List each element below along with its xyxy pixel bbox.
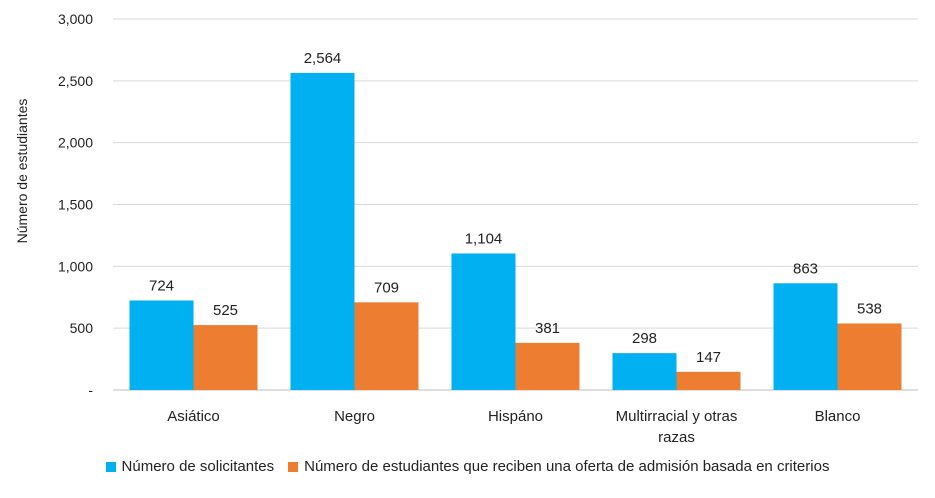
y-tick-label: -	[88, 382, 93, 398]
bars	[129, 72, 902, 390]
legend-item-offers: Número de estudiantes que reciben una of…	[288, 458, 829, 475]
data-label: 298	[632, 330, 657, 347]
category-label: razas	[658, 429, 695, 446]
legend: Número de solicitantes Número de estudia…	[0, 458, 935, 475]
y-axis-label: Número de estudiantes	[14, 99, 30, 244]
category-label: Negro	[334, 408, 375, 425]
category-label: Blanco	[815, 408, 861, 425]
bar-chart: - 500 1,000 1,500 2,000 2,500 3,000 724 525 2,56…	[14, 11, 918, 446]
legend-swatch-applicants	[105, 461, 116, 472]
data-label: 2,564	[304, 50, 342, 67]
legend-swatch-offers	[288, 461, 299, 472]
data-labels: 724 525 2,564 709 1,104 381 298 147 863 538	[149, 50, 882, 366]
y-tick-label: 1,500	[58, 197, 93, 213]
y-tick-label: 2,000	[58, 135, 93, 151]
bar-applicants	[129, 300, 194, 390]
y-axis-ticks: - 500 1,000 1,500 2,000 2,500 3,000	[58, 11, 93, 398]
category-label: Asiático	[167, 408, 220, 425]
bar-applicants	[773, 283, 838, 390]
bar-offers	[676, 371, 741, 390]
bar-offers	[193, 325, 258, 390]
bar-offers	[354, 302, 419, 390]
legend-label-applicants: Número de solicitantes	[121, 458, 275, 475]
y-tick-label: 1,000	[58, 258, 93, 274]
data-label: 863	[793, 260, 818, 277]
data-label: 724	[149, 277, 174, 294]
bar-applicants	[290, 72, 355, 390]
category-label: Hispáno	[488, 408, 543, 425]
data-label: 147	[696, 349, 721, 366]
bar-offers	[515, 342, 580, 390]
bar-offers	[837, 323, 902, 390]
y-tick-label: 3,000	[58, 11, 93, 27]
y-tick-label: 2,500	[58, 73, 93, 89]
data-label: 525	[213, 302, 238, 319]
bar-applicants	[451, 253, 516, 390]
legend-label-offers: Número de estudiantes que reciben una of…	[304, 458, 830, 475]
data-label: 538	[857, 300, 882, 317]
bar-applicants	[612, 353, 677, 390]
x-axis-categories: Asiático Negro Hispáno Multirracial y otras…	[167, 408, 860, 446]
data-label: 1,104	[465, 230, 503, 247]
legend-item-applicants: Número de solicitantes	[105, 458, 275, 475]
y-tick-label: 500	[70, 320, 94, 336]
category-label: Multirracial y otras	[616, 408, 738, 425]
data-label: 709	[374, 279, 399, 296]
data-label: 381	[535, 320, 560, 337]
